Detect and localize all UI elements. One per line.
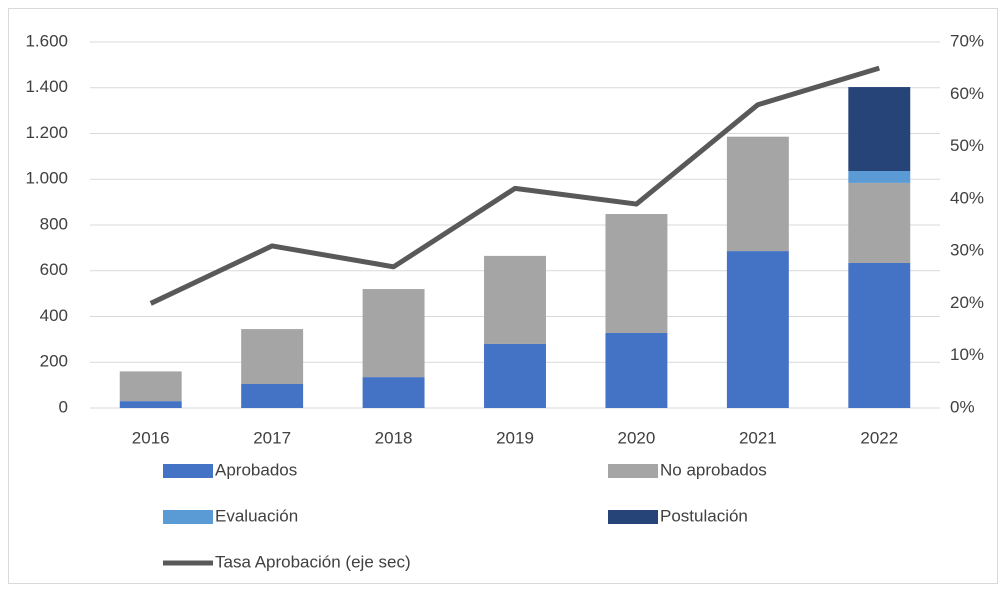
legend-label: Evaluación <box>215 506 298 525</box>
legend-swatch <box>608 510 658 524</box>
legend-swatch <box>608 464 658 478</box>
x-tick-label: 2017 <box>253 428 291 447</box>
legend-label: Tasa Aprobación (eje sec) <box>215 552 411 571</box>
y2-tick-label: 0% <box>950 397 975 416</box>
bar <box>484 343 546 408</box>
y2-tick-label: 50% <box>950 136 984 155</box>
x-tick-label: 2022 <box>860 428 898 447</box>
bar <box>848 182 911 263</box>
y-tick-label: 1.600 <box>25 31 68 50</box>
bar <box>362 377 425 408</box>
y-tick-label: 1.200 <box>25 123 68 142</box>
y2-tick-label: 30% <box>950 241 984 260</box>
legend-label: No aprobados <box>660 460 767 479</box>
bar <box>241 383 304 408</box>
bar <box>726 251 789 408</box>
x-tick-label: 2019 <box>496 428 534 447</box>
y2-tick-label: 10% <box>950 345 984 364</box>
line <box>149 65 881 306</box>
bar <box>119 401 182 408</box>
bar <box>241 329 304 384</box>
bar <box>848 87 911 172</box>
y2-tick-label: 40% <box>950 188 984 207</box>
y2-tick-label: 20% <box>950 293 984 312</box>
x-tick-label: 2020 <box>618 428 656 447</box>
legend-swatch <box>163 464 213 478</box>
y-tick-label: 0 <box>59 397 68 416</box>
bar <box>848 262 911 408</box>
y2-tick-label: 60% <box>950 84 984 103</box>
y-tick-label: 600 <box>40 260 68 279</box>
y-tick-label: 1.400 <box>25 77 68 96</box>
y-tick-label: 800 <box>40 214 68 233</box>
y-tick-label: 200 <box>40 352 68 371</box>
bar <box>362 289 425 378</box>
x-tick-label: 2021 <box>739 428 777 447</box>
legend-label: Aprobados <box>215 460 297 479</box>
y-tick-label: 400 <box>40 306 68 325</box>
x-tick-label: 2016 <box>132 428 170 447</box>
bar <box>605 332 668 408</box>
legend-label: Postulación <box>660 506 748 525</box>
bar <box>605 214 668 333</box>
legend-swatch <box>163 510 213 524</box>
bar <box>484 255 546 344</box>
bar <box>848 171 911 183</box>
bar <box>119 371 182 402</box>
bar <box>726 136 789 252</box>
x-tick-label: 2018 <box>375 428 413 447</box>
y2-tick-label: 70% <box>950 31 984 50</box>
y-tick-label: 1.000 <box>25 169 68 188</box>
